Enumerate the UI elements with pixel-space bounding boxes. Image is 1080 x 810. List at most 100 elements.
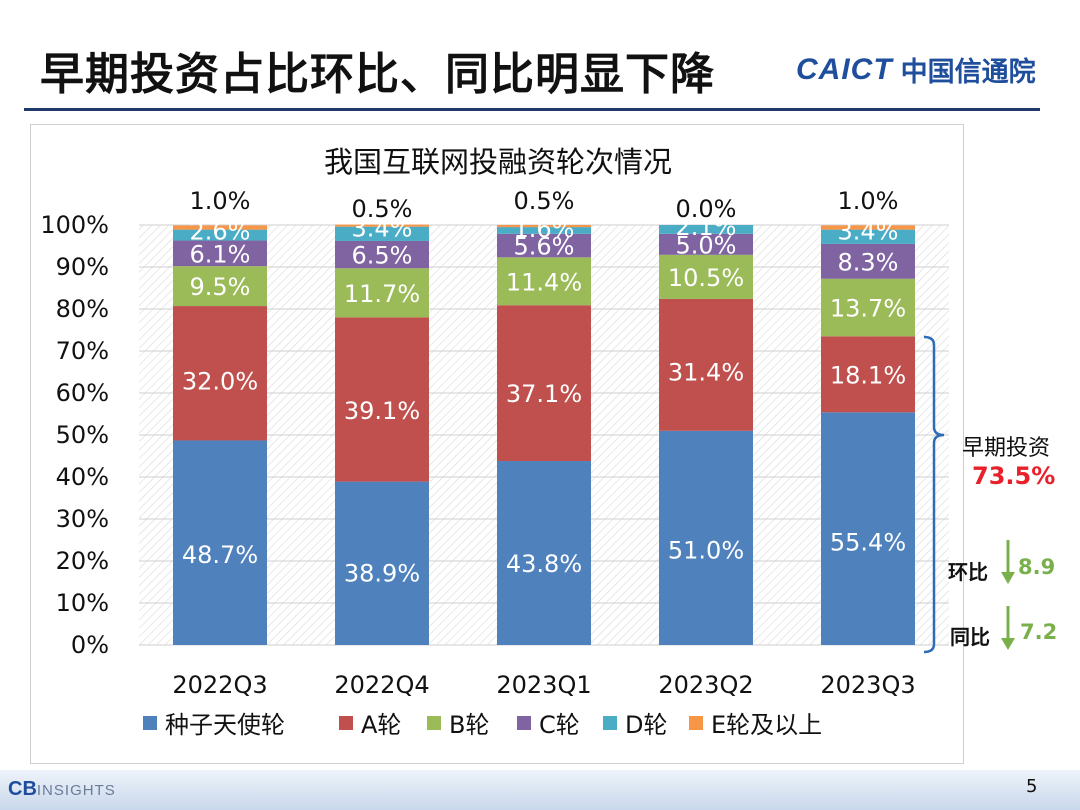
bar-segment xyxy=(659,430,753,645)
y-tick-label: 90% xyxy=(56,253,109,281)
footer-logo-text: CB xyxy=(8,778,37,800)
y-tick-label: 30% xyxy=(56,505,109,533)
bar-segment xyxy=(173,266,267,307)
data-label: 31.4% xyxy=(668,359,744,387)
bar-segment xyxy=(821,412,915,645)
footer-logo-suffix: INSIGHTS xyxy=(36,782,116,799)
title-divider xyxy=(24,108,1040,111)
stacked-bar-chart: 48.7% 32.0% 9.5% 6.1%2.6% 1.0% 38.9% 39.1% 11.7… xyxy=(40,145,949,739)
bar-segment xyxy=(659,233,753,255)
yoy-label: 同比 xyxy=(950,625,990,649)
data-label-top: 0.0% xyxy=(676,195,737,223)
bar-segment xyxy=(335,226,429,241)
bar-segment xyxy=(497,225,591,228)
mom-down-arrow-icon xyxy=(1001,540,1015,584)
data-label: 18.1% xyxy=(830,361,906,389)
bar-segment xyxy=(173,306,267,441)
bar-segment xyxy=(497,233,591,258)
legend-swatch xyxy=(517,716,531,730)
data-label: 43.8% xyxy=(506,550,582,578)
chart-panel: 48.7% 32.0% 9.5% 6.1% 2.6% 1.0% 38.9% 39.1% 11.7… xyxy=(30,124,964,764)
slide-title: 早期投资占比环比、同比明显下降 xyxy=(40,49,715,100)
legend-label: C轮 xyxy=(539,711,580,739)
data-label: 38.9% xyxy=(344,559,420,587)
bar-segment xyxy=(173,225,267,230)
data-label: 11.4% xyxy=(506,268,582,296)
yoy-value: 7.2 xyxy=(1020,620,1058,644)
data-label: 10.5% xyxy=(668,264,744,292)
logo-caict-text: CAICT xyxy=(796,52,893,86)
data-label: 51.0% xyxy=(668,537,744,565)
bar-segment xyxy=(497,305,591,462)
bar-segment xyxy=(821,229,915,244)
y-tick-label: 0% xyxy=(71,631,109,659)
bar-segment xyxy=(335,317,429,482)
bar-segment xyxy=(335,481,429,645)
data-label-top: 1.0% xyxy=(838,187,899,215)
data-label: 13.7% xyxy=(830,295,906,323)
footer-bar xyxy=(0,770,1080,810)
page-number: 5 xyxy=(1026,776,1038,797)
mom-label: 环比 xyxy=(948,560,988,584)
data-label: 55.4% xyxy=(830,528,906,556)
bar-segment xyxy=(821,336,915,413)
data-label: 2.6% xyxy=(190,218,251,246)
legend-label: D轮 xyxy=(625,711,667,739)
x-tick-label: 2023Q3 xyxy=(820,671,915,699)
y-tick-label: 10% xyxy=(56,589,109,617)
legend-label: 种子天使轮 xyxy=(165,711,285,739)
y-tick-label: 100% xyxy=(40,211,109,239)
legend-swatch xyxy=(427,716,441,730)
yoy-down-arrow-icon xyxy=(1001,606,1015,650)
y-tick-label: 70% xyxy=(56,337,109,365)
logo-chinese-text: 中国信通院 xyxy=(900,57,1036,88)
x-tick-label: 2023Q1 xyxy=(496,671,591,699)
data-label: 1.6% xyxy=(514,215,575,243)
bar-segment xyxy=(659,298,753,431)
data-label-top: 0.5% xyxy=(352,195,413,223)
x-tick-label: 2022Q4 xyxy=(334,671,429,699)
cbinsights-logo: CBINSIGHTS xyxy=(8,778,116,801)
chart-title: 我国互联网投融资轮次情况 xyxy=(324,145,672,179)
legend-label: A轮 xyxy=(361,711,401,739)
legend-swatch xyxy=(689,716,703,730)
data-label: 32.0% xyxy=(182,367,258,395)
bar-segment xyxy=(335,224,429,227)
bar-segment xyxy=(335,268,429,318)
data-label-top: 0.5% xyxy=(514,187,575,215)
data-label: 37.1% xyxy=(506,380,582,408)
early-investment-value: 73.5% xyxy=(972,462,1056,490)
caict-logo: CAICT 中国信通院 xyxy=(796,50,1036,89)
bar-segment xyxy=(821,225,915,230)
data-label: 3.4% xyxy=(352,215,413,243)
bar-segment xyxy=(821,278,915,337)
bar-segment xyxy=(497,257,591,306)
data-label: 2.1% xyxy=(676,213,737,241)
data-label: 3.4% xyxy=(838,218,899,246)
data-label: 5.6% xyxy=(514,233,575,261)
data-label: 48.7% xyxy=(182,541,258,569)
y-tick-label: 50% xyxy=(56,421,109,449)
bar-segment xyxy=(497,227,591,234)
bar-segment xyxy=(497,461,591,645)
y-tick-label: 40% xyxy=(56,463,109,491)
y-tick-label: 20% xyxy=(56,547,109,575)
data-label: 6.1% xyxy=(190,240,251,268)
y-tick-label: 80% xyxy=(56,295,109,323)
bar-segment xyxy=(335,240,429,269)
bar-segment xyxy=(173,240,267,267)
bar-segment xyxy=(173,229,267,241)
data-label: 11.7% xyxy=(344,280,420,308)
y-tick-label: 60% xyxy=(56,379,109,407)
data-label: 5.0% xyxy=(676,231,737,259)
legend-swatch xyxy=(143,716,157,730)
x-tick-label: 2022Q3 xyxy=(172,671,267,699)
legend-swatch xyxy=(603,716,617,730)
data-label: 9.5% xyxy=(190,273,251,301)
legend-label: B轮 xyxy=(449,711,489,739)
data-label-top: 1.0% xyxy=(190,187,251,215)
bar-segment xyxy=(173,440,267,645)
data-label: 8.3% xyxy=(838,248,899,276)
legend-label: E轮及以上 xyxy=(711,711,822,739)
